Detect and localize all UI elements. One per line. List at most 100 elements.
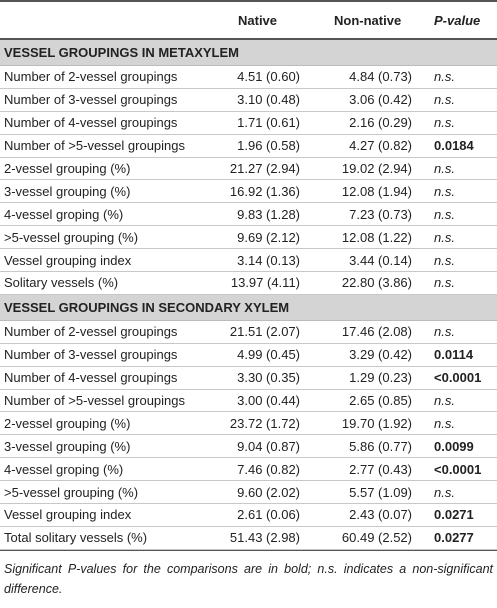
cell: 1.71 (0.61) <box>237 115 300 131</box>
cell: n.s. <box>434 484 455 500</box>
data-row: 3-vessel grouping (%) 9.04 (0.87) 5.86 (0.… <box>0 435 497 459</box>
cell: 2-vessel grouping (%) <box>4 161 131 176</box>
cell: n.s. <box>434 115 455 131</box>
cell: 21.51 (2.07) <box>229 324 300 340</box>
header-cell: Native <box>238 12 278 28</box>
cell: Number of 4-vessel groupings <box>4 370 178 386</box>
cell: n.s. <box>434 206 455 222</box>
cell: Solitary vessels (%) <box>4 275 119 291</box>
cell: 4.27 (0.82) <box>349 138 412 154</box>
data-row: 2-vessel grouping (%) 23.72 (1.72) 19.70 (… <box>0 412 497 436</box>
cell: 1.96 (0.58) <box>237 138 300 154</box>
cell: n.s. <box>434 92 455 108</box>
data-row: 4-vessel groping (%) 7.46 (0.82) 2.77 (0.4… <box>0 458 497 482</box>
cell: 5.86 (0.77) <box>349 438 412 454</box>
cell: Number of 2-vessel groupings <box>4 324 178 340</box>
footnote: Significant P-values for the comparisons… <box>0 549 497 599</box>
cell: 12.08 (1.94) <box>341 183 412 199</box>
cell: 3.14 (0.13) <box>237 252 300 268</box>
cell: 4-vessel groping (%) <box>4 461 124 477</box>
cell: 3.44 (0.14) <box>349 252 412 268</box>
data-row: Number of 4-vessel groupings 1.71 (0.61) 2… <box>0 112 497 135</box>
cell: n.s. <box>434 183 455 199</box>
cell: 0.0277 <box>434 530 474 546</box>
table-body: VESSEL GROUPINGS IN METAXYLEM Number of 2… <box>0 40 497 550</box>
cell: 12.08 (1.22) <box>341 229 412 245</box>
cell: 9.69 (2.12) <box>237 229 300 245</box>
cell: 7.23 (0.73) <box>349 206 412 222</box>
cell: 3-vessel grouping (%) <box>4 438 131 454</box>
section-header: VESSEL GROUPINGS IN SECONDARY XYLEM <box>0 294 497 321</box>
cell: 9.04 (0.87) <box>237 438 300 454</box>
data-row: 3-vessel grouping (%) 16.92 (1.36) 12.08 (… <box>0 180 497 204</box>
data-row: Number of 3-vessel groupings 3.10 (0.48) 3… <box>0 89 497 112</box>
cell: Number of 4-vessel groupings <box>4 115 178 131</box>
cell: 3-vessel grouping (%) <box>4 183 131 199</box>
data-row: Number of >5-vessel groupings 1.96 (0.58)… <box>0 135 497 158</box>
cell: 0.0099 <box>434 438 474 454</box>
cell: 60.49 (2.52) <box>341 530 412 546</box>
cell: 19.02 (2.94) <box>341 161 412 176</box>
cell: n.s. <box>434 229 455 245</box>
cell: n.s. <box>434 275 455 291</box>
cell: 4.99 (0.45) <box>237 347 300 363</box>
cell: 9.83 (1.28) <box>237 206 300 222</box>
cell: n.s. <box>434 161 455 176</box>
cell: 23.72 (1.72) <box>229 415 300 431</box>
cell: 0.0271 <box>434 507 474 523</box>
cell: >5-vessel grouping (%) <box>4 229 139 245</box>
data-row: Number of >5-vessel groupings 3.00 (0.44)… <box>0 390 497 413</box>
cell: 0.0114 <box>434 347 474 363</box>
cell: >5-vessel grouping (%) <box>4 484 139 500</box>
cell: 3.29 (0.42) <box>349 347 412 363</box>
cell: Number of 3-vessel groupings <box>4 347 178 363</box>
cell: 3.06 (0.42) <box>349 92 412 108</box>
cell: Number of 3-vessel groupings <box>4 92 178 108</box>
cell: 16.92 (1.36) <box>229 183 300 199</box>
data-row: Number of 2-vessel groupings 21.51 (2.07)… <box>0 321 497 344</box>
cell: 9.60 (2.02) <box>237 484 300 500</box>
data-row: >5-vessel grouping (%) 9.60 (2.02) 5.57 (1… <box>0 481 497 505</box>
cell: 51.43 (2.98) <box>229 530 300 546</box>
data-row: Number of 2-vessel groupings 4.51 (0.60) 4… <box>0 66 497 89</box>
cell: 3.10 (0.48) <box>237 92 300 108</box>
cell: Number of 2-vessel groupings <box>4 69 178 85</box>
cell: n.s. <box>434 69 455 85</box>
header-row: Native Non-native P-value <box>0 0 497 40</box>
cell: 4.51 (0.60) <box>237 69 300 85</box>
cell: Number of >5-vessel groupings <box>4 393 186 409</box>
cell: Number of >5-vessel groupings <box>4 138 186 154</box>
cell: 2.16 (0.29) <box>349 115 412 131</box>
cell: 4.84 (0.73) <box>349 69 412 85</box>
cell: Vessel grouping index <box>4 252 132 268</box>
data-row: Solitary vessels (%) 13.97 (4.11) 22.80 (3… <box>0 272 497 295</box>
cell: Vessel grouping index <box>4 507 132 523</box>
cell: 3.00 (0.44) <box>237 393 300 409</box>
cell: 5.57 (1.09) <box>349 484 412 500</box>
cell: 2.43 (0.07) <box>349 507 412 523</box>
cell: 2.65 (0.85) <box>349 393 412 409</box>
cell: <0.0001 <box>434 461 482 477</box>
cell: 2-vessel grouping (%) <box>4 415 131 431</box>
cell: 3.30 (0.35) <box>237 370 300 386</box>
cell: n.s. <box>434 415 455 431</box>
header-cell: Non-native <box>334 12 402 28</box>
cell: n.s. <box>434 324 455 340</box>
cell: 21.27 (2.94) <box>229 161 300 176</box>
cell: 22.80 (3.86) <box>341 275 412 291</box>
cell: <0.0001 <box>434 370 482 386</box>
section-header: VESSEL GROUPINGS IN METAXYLEM <box>0 40 497 66</box>
cell: 0.0184 <box>434 138 474 154</box>
data-row: >5-vessel grouping (%) 9.69 (2.12) 12.08 (… <box>0 226 497 250</box>
cell: n.s. <box>434 393 455 409</box>
header-cell: P-value <box>434 12 481 28</box>
cell: 2.61 (0.06) <box>237 507 300 523</box>
cell: 19.70 (1.92) <box>341 415 412 431</box>
cell: 13.97 (4.11) <box>230 275 300 291</box>
data-row: Vessel grouping index 2.61 (0.06) 2.43 (0.… <box>0 504 497 527</box>
data-row: Number of 4-vessel groupings 3.30 (0.35) 1… <box>0 367 497 390</box>
data-row: Number of 3-vessel groupings 4.99 (0.45) 3… <box>0 344 497 367</box>
cell: 4-vessel groping (%) <box>4 206 124 222</box>
cell: 1.29 (0.23) <box>349 370 412 386</box>
